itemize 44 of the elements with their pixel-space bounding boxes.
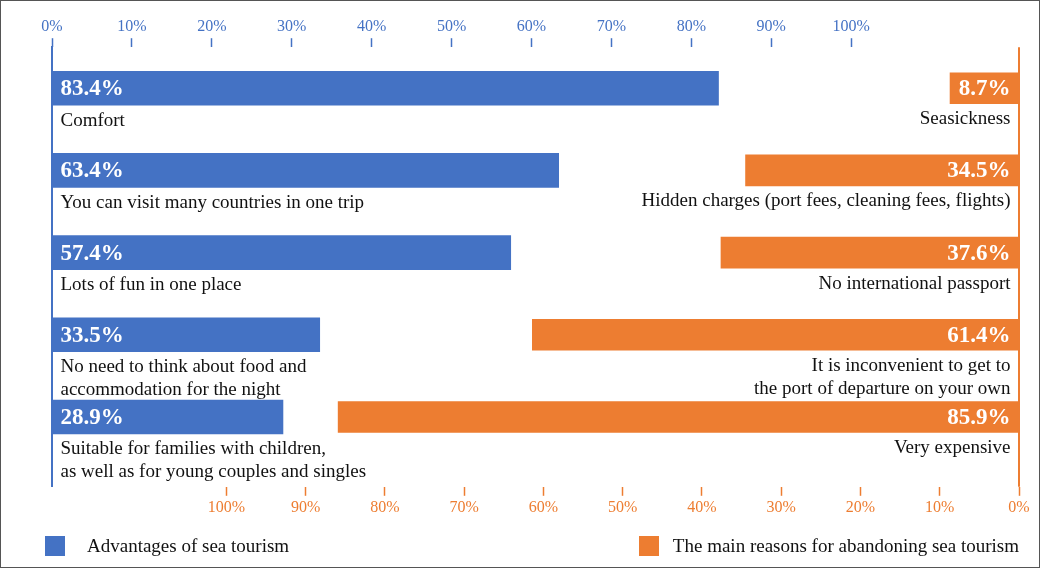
x-tick-label: 90%	[290, 497, 321, 515]
x2-tick-label: 50%	[436, 16, 467, 34]
x-tick-label: 50%	[608, 497, 638, 515]
x2-tick-label: 30%	[277, 16, 307, 34]
x2-tick-label: 90%	[756, 16, 786, 34]
x-tick-label: 100%	[207, 497, 246, 515]
x-tick-label: 60%	[528, 497, 559, 515]
x2-tick-label: 70%	[596, 16, 627, 34]
x-tick-label: 30%	[766, 497, 796, 515]
x-tick-label: 40%	[687, 497, 717, 515]
data-label: 85.9%	[947, 403, 1011, 429]
data-label: 57.4%	[60, 239, 124, 265]
x2-tick-label: 0%	[41, 16, 63, 34]
data-label: 33.5%	[60, 321, 124, 347]
data-label: 83.4%	[60, 75, 124, 101]
x2-tick-label: 10%	[117, 16, 147, 34]
annotation: Very expensive	[893, 435, 1011, 457]
x-tick-label: 10%	[925, 497, 955, 515]
annotation: It is inconvenient to get to the port of departure on your own	[754, 353, 1011, 398]
data-label: 61.4%	[947, 321, 1011, 347]
x-tick-label: 70%	[449, 497, 479, 515]
x-tick-label: 20%	[845, 497, 876, 515]
x-tick-label: 0%	[1008, 497, 1030, 515]
data-label: 37.6%	[947, 239, 1011, 265]
x2-tick-label: 20%	[197, 16, 227, 34]
annotation: Comfort	[60, 108, 126, 130]
annotation: You can visit many countries in one trip	[60, 190, 365, 212]
annotation: No need to think about food and accommodation for the night	[60, 355, 307, 400]
data-label: 34.5%	[947, 157, 1011, 183]
annotation: Hidden charges (port fees, cleaning fees, flights)	[641, 189, 1011, 212]
x-tick-label: 80%	[370, 497, 400, 515]
data-label: 63.4%	[60, 157, 124, 183]
x2-tick-label: 40%	[357, 16, 387, 34]
data-label: 28.9%	[60, 403, 124, 429]
legend-label: Advantages of sea tourism	[87, 535, 290, 557]
annotation: Lots of fun in one place	[60, 273, 242, 295]
data-label: 8.7%	[958, 75, 1011, 101]
x2-tick-label: 60%	[516, 16, 547, 34]
legend-label: The main reasons for abandoning sea tourism	[672, 535, 1019, 557]
annotation: No international passport	[818, 271, 1012, 293]
x2-tick-label: 80%	[676, 16, 706, 34]
annotation: Seasickness	[919, 107, 1011, 129]
annotation: Suitable for families with children, as well as for young couples and singles	[60, 437, 367, 482]
x2-tick-label: 100%	[832, 16, 870, 34]
